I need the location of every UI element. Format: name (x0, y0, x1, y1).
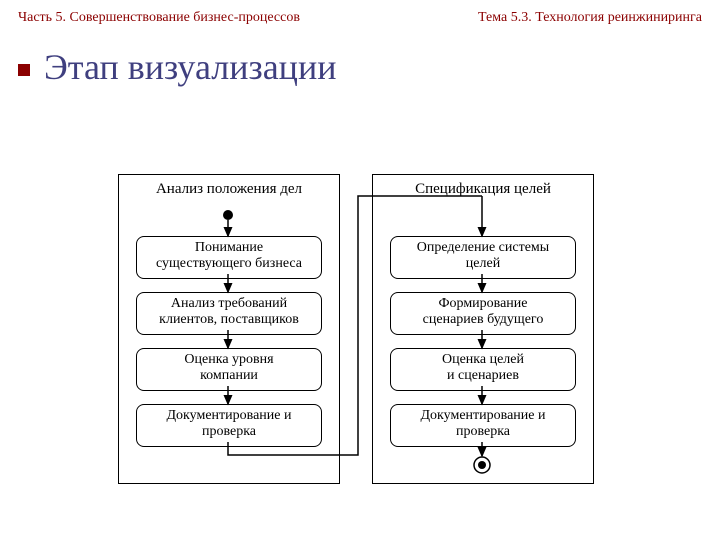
box-doc-left: Документирование и проверка (136, 404, 322, 447)
box-text: Документирование и (167, 408, 292, 423)
box-text: компании (200, 368, 258, 383)
box-requirements: Анализ требований клиентов, поставщиков (136, 292, 322, 335)
box-text: Оценка целей (442, 352, 524, 367)
box-understanding: Понимание существующего бизнеса (136, 236, 322, 279)
box-text: проверка (456, 424, 510, 439)
box-assessment: Оценка уровня компании (136, 348, 322, 391)
title-bullet (18, 64, 30, 76)
panel-goals-title: Спецификация целей (373, 181, 593, 198)
header-right: Тема 5.3. Технология реинжиниринга (478, 10, 702, 26)
panel-analysis-title: Анализ положения дел (119, 181, 339, 198)
header-left: Часть 5. Совершенствование бизнес-процес… (18, 10, 300, 26)
box-text: Оценка уровня (184, 352, 273, 367)
box-text: целей (466, 256, 500, 271)
box-text: существующего бизнеса (156, 256, 302, 271)
box-goal-eval: Оценка целей и сценариев (390, 348, 576, 391)
box-doc-right: Документирование и проверка (390, 404, 576, 447)
box-goal-system: Определение системы целей (390, 236, 576, 279)
box-text: и сценариев (447, 368, 519, 383)
box-text: сценариев будущего (423, 312, 544, 327)
box-text: Формирование (438, 296, 527, 311)
box-text: Документирование и (421, 408, 546, 423)
slide-title: Этап визуализации (44, 46, 336, 88)
box-text: проверка (202, 424, 256, 439)
box-text: Определение системы (417, 240, 549, 255)
box-scenarios: Формирование сценариев будущего (390, 292, 576, 335)
box-text: Понимание (195, 240, 263, 255)
box-text: Анализ требований (171, 296, 287, 311)
box-text: клиентов, поставщиков (159, 312, 299, 327)
slide-header: Часть 5. Совершенствование бизнес-процес… (18, 10, 702, 26)
